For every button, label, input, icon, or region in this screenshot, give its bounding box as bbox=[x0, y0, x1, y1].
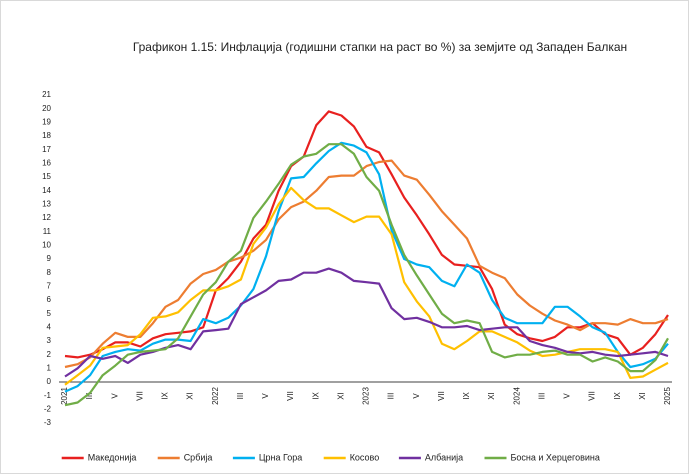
legend-label: Македонија bbox=[88, 452, 137, 462]
legend-label: Србија bbox=[184, 452, 213, 462]
y-tick-label: 17 bbox=[42, 145, 51, 154]
x-tick-label: V bbox=[261, 393, 270, 399]
y-tick-label: 5 bbox=[47, 309, 52, 318]
legend-label: Косово bbox=[350, 452, 380, 462]
x-tick-label: 2024 bbox=[512, 387, 521, 405]
y-tick-label: 6 bbox=[47, 295, 52, 304]
x-tick-label: 2025 bbox=[663, 387, 672, 405]
x-tick-label: VII bbox=[437, 391, 446, 401]
x-tick-label: 2022 bbox=[211, 387, 220, 405]
x-tick-label: IX bbox=[161, 392, 170, 400]
x-tick-label: V bbox=[412, 393, 421, 399]
y-tick-label: 13 bbox=[42, 199, 51, 208]
x-tick-label: 2023 bbox=[362, 387, 371, 405]
y-tick-label: 21 bbox=[42, 90, 51, 99]
x-tick-label: IX bbox=[462, 392, 471, 400]
y-tick-label: -1 bbox=[44, 391, 52, 400]
y-tick-label: 12 bbox=[42, 213, 51, 222]
y-tick-label: 2 bbox=[47, 350, 52, 359]
x-tick-label: XI bbox=[638, 392, 647, 400]
y-tick-label: -2 bbox=[44, 404, 52, 413]
x-tick-label: V bbox=[563, 393, 572, 399]
y-tick-label: 11 bbox=[43, 227, 52, 236]
x-tick-label: XI bbox=[487, 392, 496, 400]
x-tick-label: 2021 bbox=[60, 387, 69, 405]
y-tick-label: 1 bbox=[47, 363, 52, 372]
x-tick-label: IX bbox=[311, 392, 320, 400]
series-line bbox=[64, 141, 669, 393]
chart-title: Графикон 1.15: Инфлација (годишни стапки… bbox=[133, 40, 627, 54]
legend-label: Албанија bbox=[425, 452, 463, 462]
x-tick-label: XI bbox=[336, 392, 345, 400]
y-tick-label: 7 bbox=[47, 281, 52, 290]
y-tick-label: 4 bbox=[47, 322, 52, 331]
y-tick-label: 3 bbox=[47, 336, 52, 345]
x-tick-label: III bbox=[85, 393, 94, 400]
x-tick-label: III bbox=[537, 393, 546, 400]
x-tick-label: XI bbox=[186, 392, 195, 400]
x-tick-label: III bbox=[387, 393, 396, 400]
x-tick-label: V bbox=[110, 393, 119, 399]
y-tick-label: 0 bbox=[47, 377, 52, 386]
series-line bbox=[64, 143, 669, 407]
y-tick-label: 15 bbox=[42, 172, 51, 181]
legend-label: Босна и Херцеговина bbox=[511, 452, 600, 462]
y-tick-label: 20 bbox=[42, 104, 51, 113]
series-line bbox=[64, 159, 669, 369]
x-tick-label: VII bbox=[286, 391, 295, 401]
y-tick-label: 19 bbox=[42, 117, 51, 126]
legend-label: Црна Гора bbox=[259, 452, 302, 462]
y-tick-label: 14 bbox=[42, 186, 51, 195]
y-tick-label: 8 bbox=[47, 268, 52, 277]
y-tick-label: 16 bbox=[42, 158, 51, 167]
x-tick-label: VII bbox=[135, 391, 144, 401]
series-line bbox=[64, 110, 669, 359]
y-tick-label: -3 bbox=[44, 418, 52, 427]
y-tick-label: 10 bbox=[42, 240, 51, 249]
x-tick-label: III bbox=[236, 393, 245, 400]
x-tick-label: IX bbox=[613, 392, 622, 400]
y-tick-label: 9 bbox=[47, 254, 52, 263]
y-tick-label: 18 bbox=[42, 131, 51, 140]
x-tick-label: VII bbox=[588, 391, 597, 401]
